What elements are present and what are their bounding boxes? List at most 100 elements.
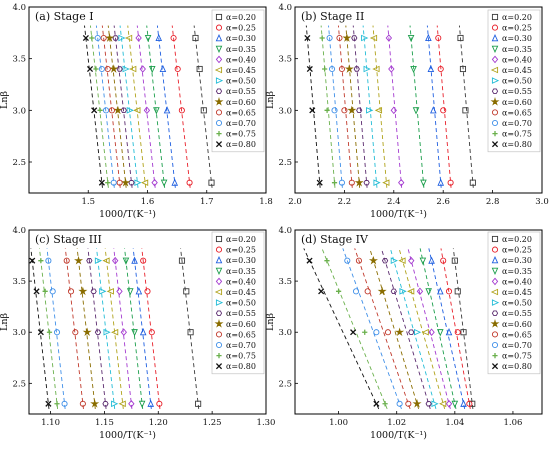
legend-label: α=0.25 (502, 24, 532, 33)
data-point (416, 287, 424, 296)
legend-marker (215, 77, 224, 84)
legend-marker (491, 363, 499, 370)
series-α=0.65 (336, 25, 355, 188)
data-point (437, 178, 445, 186)
legend-label: α=0.45 (502, 288, 532, 297)
data-point (109, 64, 119, 73)
fit-line (64, 248, 84, 409)
legend-marker (492, 353, 498, 359)
y-tick-label: 3.5 (12, 55, 26, 65)
data-point (466, 400, 473, 407)
y-axis-label: Lnβ (0, 91, 10, 109)
legend-marker (215, 331, 223, 338)
data-point (120, 328, 127, 337)
data-point (49, 288, 56, 295)
data-point (373, 400, 380, 407)
series-α=0.70 (326, 25, 345, 188)
data-point (421, 328, 429, 336)
series-α=0.25 (170, 25, 193, 188)
legend-marker (215, 88, 223, 94)
data-point (412, 399, 422, 408)
data-point (368, 255, 378, 265)
fit-line (452, 248, 474, 409)
data-point (373, 329, 380, 336)
data-point (124, 34, 133, 42)
legend-label: α=0.60 (226, 98, 256, 107)
series-α=0.50 (94, 248, 119, 409)
panel-label: (b) Stage II (301, 10, 364, 23)
data-point (90, 399, 100, 408)
series-α=0.75 (321, 248, 388, 410)
y-tick-label: 3.5 (12, 277, 26, 287)
series-α=0.45 (102, 248, 126, 409)
data-point (469, 400, 476, 407)
data-point (67, 288, 75, 295)
data-point (118, 400, 126, 408)
data-point (103, 328, 111, 336)
data-point (437, 65, 444, 73)
legend-label: α=0.55 (226, 87, 256, 96)
series-α=0.55 (380, 248, 432, 410)
y-tick-label: 3.0 (278, 106, 292, 116)
data-point (143, 106, 151, 115)
data-point (451, 257, 458, 264)
data-point (37, 329, 44, 336)
data-point (74, 255, 84, 265)
series-α=0.20 (178, 248, 202, 409)
data-point (335, 288, 342, 294)
data-point (324, 107, 330, 113)
data-point (118, 34, 126, 42)
legend-marker (491, 246, 499, 253)
data-point (435, 34, 442, 42)
data-point (113, 105, 123, 115)
series-α=0.40 (135, 25, 158, 188)
fit-line (409, 25, 425, 188)
legend-label: α=0.60 (502, 320, 532, 329)
data-point (171, 178, 179, 186)
fit-line (321, 248, 388, 410)
legend: α=0.20 α=0.25α=0.30 α=0.35α=0.40 α=0.45 α=0.… (211, 231, 265, 375)
legend-label: α=0.45 (502, 66, 532, 75)
data-point (469, 179, 476, 186)
legend-marker (491, 277, 499, 286)
data-point (200, 107, 207, 114)
data-point (408, 329, 415, 335)
data-point (356, 107, 363, 114)
legend-label: α=0.40 (226, 277, 256, 286)
series-α=0.80 (303, 248, 380, 410)
legend-label: α=0.70 (502, 341, 532, 350)
panel-label: (a) Stage I (35, 10, 94, 23)
legend-label: α=0.50 (226, 77, 256, 86)
fit-line (440, 248, 471, 409)
fit-line (328, 25, 343, 188)
data-point (374, 107, 383, 114)
data-point (316, 179, 323, 186)
series-α=0.45 (398, 248, 447, 410)
legend-label: α=0.45 (226, 288, 256, 297)
data-point (347, 105, 357, 115)
fit-line (354, 248, 411, 410)
fit-line (132, 248, 152, 409)
legend-label: α=0.65 (226, 108, 256, 117)
legend-marker (491, 341, 499, 349)
data-point (341, 107, 348, 114)
legend-label: α=0.35 (226, 267, 256, 276)
data-point (361, 34, 369, 42)
y-tick-label: 3.0 (12, 106, 26, 116)
legend-marker (215, 45, 223, 53)
series-α=0.30 (155, 25, 179, 188)
fit-line (362, 25, 378, 188)
data-point (63, 257, 70, 264)
legend-marker (215, 13, 223, 21)
series-α=0.50 (118, 25, 142, 188)
data-point (102, 401, 109, 407)
legend-marker (491, 45, 499, 53)
data-point (170, 34, 177, 42)
legend-label: α=0.80 (226, 362, 256, 371)
data-point (412, 107, 420, 115)
legend-label: α=0.55 (502, 87, 532, 96)
data-point (366, 107, 374, 114)
data-point (89, 35, 95, 41)
fit-line (96, 248, 116, 409)
